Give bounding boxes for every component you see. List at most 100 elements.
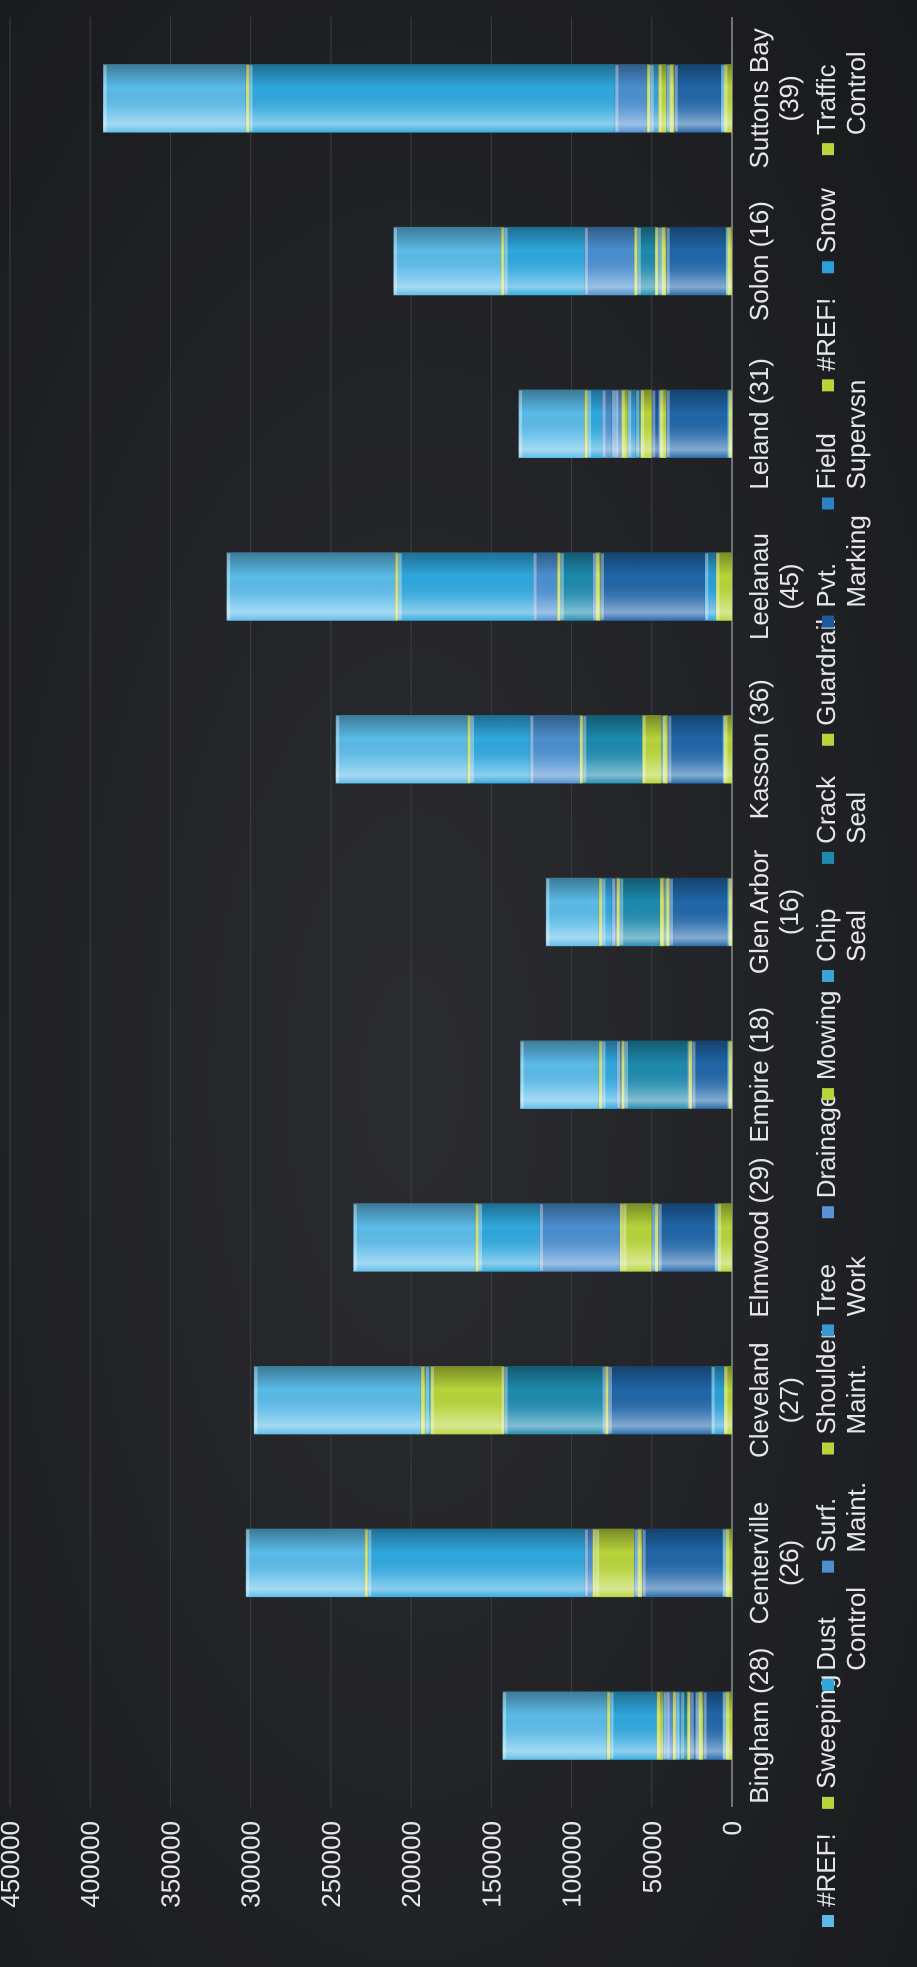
bar-segment-edge bbox=[249, 65, 253, 132]
bar-segment bbox=[661, 715, 664, 784]
bar-segment-shine bbox=[103, 64, 246, 133]
bar-segment-shine bbox=[364, 1528, 368, 1598]
bar-segment-edge bbox=[608, 1367, 612, 1434]
bar-segment-shine bbox=[627, 389, 636, 458]
bar-segment-shine bbox=[650, 64, 659, 133]
bar-segment-shine bbox=[698, 1691, 704, 1760]
bar-segment bbox=[666, 1691, 673, 1760]
bar-segment-edge bbox=[103, 65, 107, 132]
bar-segment bbox=[249, 64, 615, 133]
bar-segment-shine bbox=[245, 1528, 365, 1598]
bar-segment-edge bbox=[727, 878, 730, 946]
bar-segment-edge bbox=[722, 716, 725, 783]
bar-segment-shine bbox=[667, 715, 723, 784]
bar-segment bbox=[467, 715, 471, 784]
bar-segment-edge bbox=[658, 1204, 662, 1271]
bar-segment-shine bbox=[545, 877, 599, 947]
bar-segment-edge bbox=[661, 227, 665, 295]
bars bbox=[103, 64, 733, 1760]
legend-swatch bbox=[822, 1560, 834, 1573]
bar-segment bbox=[722, 1528, 726, 1598]
bar-segment bbox=[621, 1040, 625, 1109]
bar-segment-shine bbox=[675, 1691, 681, 1760]
y-tick-label: 50000 bbox=[637, 1821, 667, 1893]
bar-segment-shine bbox=[651, 1203, 655, 1272]
legend-swatch bbox=[822, 851, 834, 864]
legend-label: ShoulderMaint. bbox=[811, 1330, 871, 1434]
bar-segment-shine bbox=[646, 64, 651, 133]
bar-segment-shine bbox=[654, 1203, 659, 1272]
bar-segment-shine bbox=[608, 1366, 712, 1435]
bar-segment bbox=[698, 1691, 704, 1760]
bar-segment-shine bbox=[654, 226, 659, 296]
bar-segment-edge bbox=[430, 1367, 434, 1434]
bar-segment-shine bbox=[727, 1040, 729, 1109]
bar-segment-edge bbox=[605, 1367, 609, 1434]
bar-segment bbox=[667, 715, 723, 784]
bar-segment-shine bbox=[715, 552, 733, 621]
bar-segment-edge bbox=[533, 553, 537, 620]
bar-segment bbox=[654, 226, 659, 296]
bar-segment bbox=[658, 389, 661, 458]
bar-segment bbox=[727, 226, 732, 296]
bar-segment bbox=[582, 715, 643, 784]
bar-segment-edge bbox=[628, 390, 632, 457]
bar-segment-shine bbox=[642, 1528, 723, 1598]
bar-segment-shine bbox=[727, 226, 732, 296]
bar-segment-shine bbox=[584, 389, 588, 458]
bar-segment bbox=[226, 552, 396, 621]
bar-segment bbox=[245, 1528, 365, 1598]
bar-segment bbox=[600, 552, 705, 621]
bar-segment-shine bbox=[688, 1040, 692, 1109]
bar-segment bbox=[533, 552, 558, 621]
legend-item: #REF! bbox=[811, 1833, 841, 1927]
bar-segment bbox=[688, 1040, 693, 1109]
bar-segment bbox=[500, 1366, 505, 1435]
bar-segment-shine bbox=[687, 1040, 689, 1109]
bar-segment-edge bbox=[669, 878, 673, 946]
bar-segment-edge bbox=[722, 1529, 726, 1597]
y-tick-label: 250000 bbox=[316, 1821, 346, 1908]
bar-segment-shine bbox=[420, 1366, 426, 1435]
x-tick-label: Empire (18) bbox=[744, 1007, 774, 1143]
bar-segment bbox=[658, 226, 662, 296]
bar-segment-edge bbox=[467, 716, 471, 783]
bar-segment bbox=[634, 226, 638, 296]
bar-segment-shine bbox=[621, 1040, 625, 1109]
bar-segment bbox=[602, 389, 612, 458]
x-tick-label: Glen Arbor(16) bbox=[744, 850, 804, 975]
bar-segment-edge bbox=[729, 390, 733, 457]
bar-segment-edge bbox=[652, 390, 656, 457]
bar-segment-shine bbox=[725, 1528, 732, 1598]
bar-segment-edge bbox=[641, 390, 645, 457]
bar-segment bbox=[637, 226, 655, 296]
legend-item: ShoulderMaint. bbox=[811, 1330, 871, 1455]
bar-segment-edge bbox=[599, 1041, 603, 1108]
bar-segment-edge bbox=[650, 65, 654, 132]
legend-item: DustControl bbox=[811, 1587, 871, 1691]
bar-segment-shine bbox=[582, 715, 643, 784]
x-tick-label: Suttons Bay(39) bbox=[744, 28, 804, 168]
bar-segment-edge bbox=[227, 553, 231, 620]
bar-segment-edge bbox=[584, 1529, 588, 1597]
bar-segment-shine bbox=[610, 1691, 657, 1760]
bar-segment bbox=[714, 1203, 718, 1272]
bar-segment-shine bbox=[672, 1691, 676, 1760]
bar-segment-shine bbox=[722, 1528, 726, 1598]
bar-segment bbox=[545, 877, 599, 947]
legend-item: ChipSeal bbox=[811, 909, 871, 982]
bar-segment-shine bbox=[539, 1203, 620, 1272]
bar-segment bbox=[680, 1691, 688, 1760]
bar-segment-edge bbox=[655, 1204, 659, 1271]
legend-swatch bbox=[822, 143, 834, 156]
bar-segment-shine bbox=[598, 1040, 603, 1109]
bar-segment-edge bbox=[520, 1041, 524, 1108]
legend-label: #REF! bbox=[811, 298, 841, 372]
bar-segment-edge bbox=[726, 1529, 730, 1597]
bar-segment-edge bbox=[727, 390, 730, 457]
bar-segment bbox=[606, 1691, 611, 1760]
bar-segment bbox=[666, 877, 670, 947]
bar-segment bbox=[658, 64, 667, 133]
bar-segment-edge bbox=[722, 1692, 726, 1759]
y-tick-label: 150000 bbox=[476, 1821, 506, 1908]
